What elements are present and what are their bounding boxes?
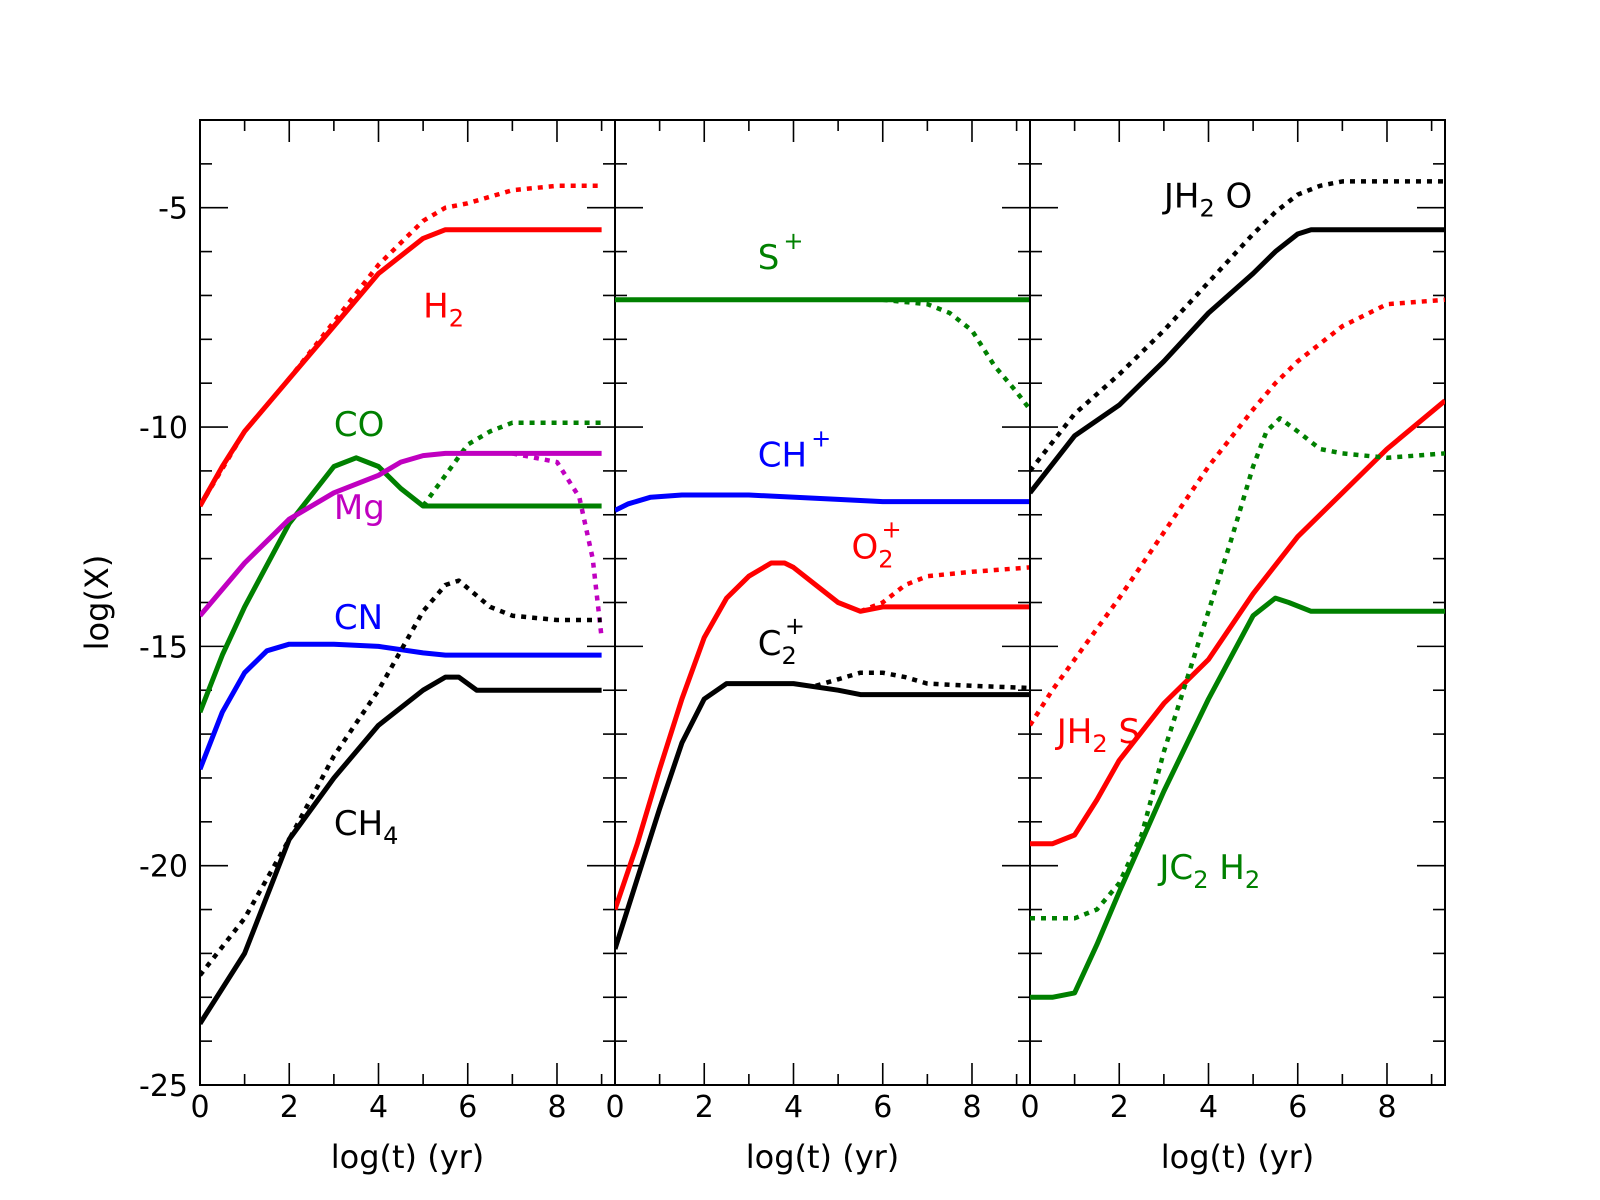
x-tick-label: 4 [369,1090,388,1125]
series-line-jh2s [1030,398,1445,847]
series-line-c2-plus-dotted [815,670,1030,691]
panel-right: 0 2 4 6 8 log(t) (yr) JH2 O JH2 S JC2 H2 [1020,119,1446,1176]
x-tick-label: 8 [547,1090,566,1125]
series-group [1030,179,1445,1000]
series-label-cn: CN [334,598,383,638]
series-line-co [200,455,602,714]
x-tick-label: 0 [1020,1090,1039,1125]
series-label-ch4: CH4 [334,804,399,850]
series-line-co-dotted [421,420,602,508]
x-tick-label: 2 [1110,1090,1129,1125]
x-axis-label: log(t) (yr) [331,1138,485,1176]
x-axis-label: log(t) (yr) [746,1138,900,1176]
y-tick-label: -25 [139,1069,188,1104]
series-line-mg-dotted [511,451,604,638]
series-label-jh2o: JH2 O [1162,177,1252,223]
series-line-ch4-dotted [200,578,602,977]
x-tick-label: 4 [784,1090,803,1125]
series-line-o2-plus [615,560,1030,911]
series-label-co: CO [334,405,385,445]
series-line-ch4 [200,674,602,1025]
x-tick-label: 6 [458,1090,477,1125]
x-tick-label: 6 [1288,1090,1307,1125]
series-label-ch-plus: CH + [758,425,831,476]
series-line-jc2h2 [1030,595,1445,1000]
series-group [200,183,604,1025]
panel-frame [1029,119,1446,1086]
x-tick-label: 2 [280,1090,299,1125]
y-tick-label: -10 [139,411,188,446]
panel-frame [199,119,616,1086]
y-tick-label: -15 [139,630,188,665]
series-label-h2: H2 [423,286,464,332]
series-line-jh2o [1030,227,1445,495]
x-tick-label: 4 [1199,1090,1218,1125]
series-group [615,297,1030,950]
series-line-jc2h2-dotted [1030,416,1445,921]
series-line-cn [200,641,602,771]
x-tick-label: 8 [962,1090,981,1125]
series-label-jh2s: JH2 S [1055,712,1140,758]
series-line-c2-plus [615,681,1030,950]
series-line-ch-plus [615,492,1030,513]
series-label-c2-plus: C2+ [758,612,805,670]
x-tick-label: 6 [873,1090,892,1125]
x-tick-label: 0 [190,1090,209,1125]
panel-frame [614,119,1031,1086]
x-tick-label: 8 [1377,1090,1396,1125]
y-tick-label: -5 [158,192,188,227]
chart-panels: 0 2 4 6 8 -5 -10 -15 -20 -25 log(t) (yr) log(X) H2 CO… [78,119,1446,1176]
series-label-o2-plus: O2+ [852,516,902,574]
series-line-s-plus-dotted [882,297,1030,411]
x-tick-label: 0 [605,1090,624,1125]
series-label-mg: Mg [334,488,385,528]
y-axis-label: log(X) [78,555,116,651]
x-axis-label: log(t) (yr) [1161,1138,1315,1176]
series-line-h2-dotted [200,183,602,508]
panel-middle: 0 2 4 6 8 log(t) (yr) S + CH + O2+ C2+ [605,119,1031,1176]
series-line-mg [200,450,602,618]
y-tick-label: -20 [139,850,188,885]
x-tick-label: 2 [695,1090,714,1125]
series-line-jh2s-dotted [1030,297,1445,727]
series-label-jc2h2: JC2 H2 [1157,848,1260,894]
panel-left: 0 2 4 6 8 -5 -10 -15 -20 -25 log(t) (yr) log(X) H2 CO… [78,119,616,1176]
series-label-s-plus: S + [758,227,804,278]
series-line-jh2o-dotted [1030,179,1445,473]
